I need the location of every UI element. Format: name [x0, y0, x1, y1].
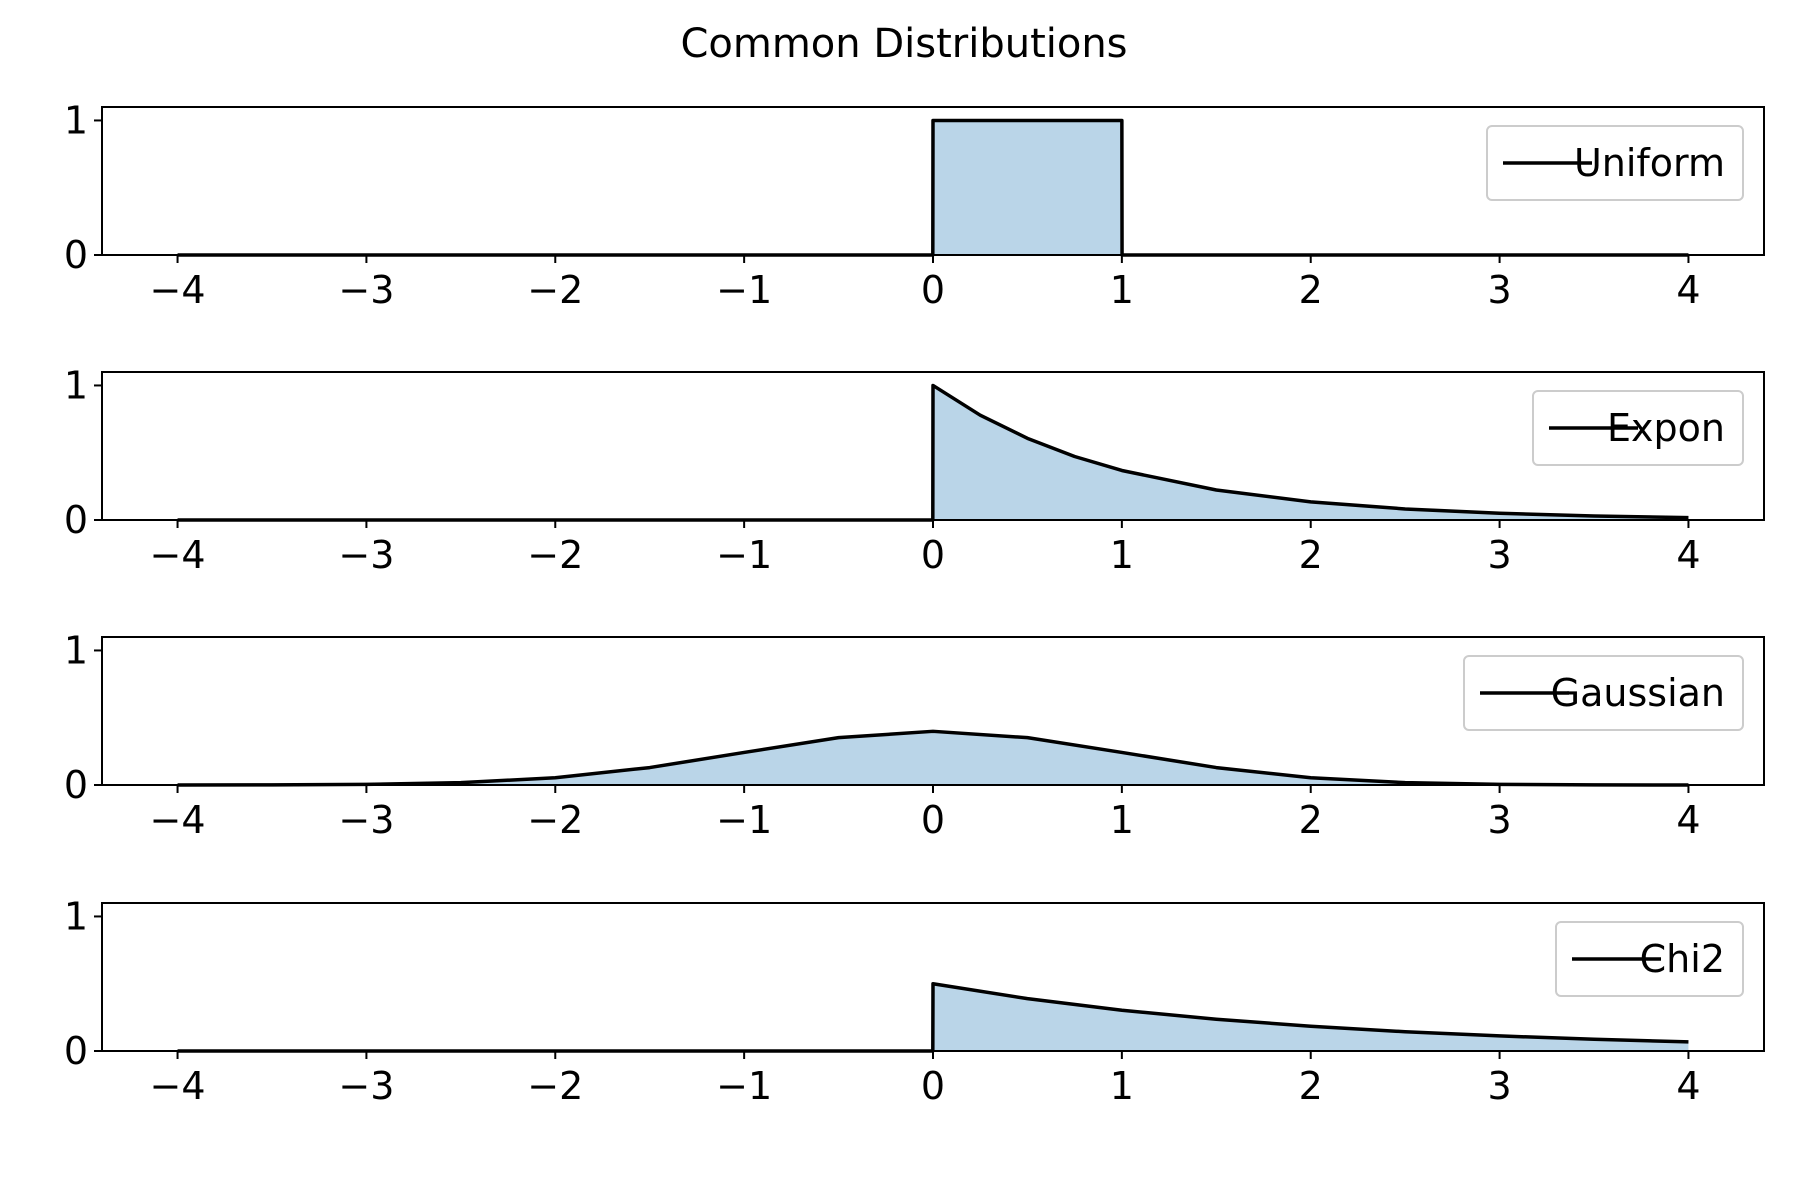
gaussian-legend-box: [1463, 655, 1744, 731]
chi2-ytick-label: 1: [64, 894, 88, 938]
gaussian-area-fill: [177, 731, 1689, 785]
chi2-xtick-label: 2: [1299, 1064, 1323, 1108]
expon-xtick-label: −2: [527, 533, 583, 577]
gaussian-legend-label: Gaussian: [1551, 671, 1725, 715]
uniform-xtick-label: 2: [1299, 268, 1323, 312]
chi2-ytick-label: 0: [64, 1029, 88, 1073]
chi2-xtick-label: −3: [338, 1064, 394, 1108]
gaussian-xtick-label: −3: [338, 798, 394, 842]
gaussian-xtick-label: −2: [527, 798, 583, 842]
gaussian-series-line: [177, 729, 1689, 787]
expon-xtick-label: 2: [1299, 533, 1323, 577]
chi2-xtick-label: 0: [921, 1064, 945, 1108]
expon-ytick-label: 1: [64, 363, 88, 407]
chi2-legend-label: Chi2: [1640, 937, 1725, 981]
subplot-uniform: −4 −3 −2 −1 0 1 2 3 4 0 1 Uniform: [64, 98, 1765, 312]
uniform-series-line: [177, 118, 1689, 257]
chi2-xtick-label: 3: [1487, 1064, 1511, 1108]
expon-xtick-label: −3: [338, 533, 394, 577]
chi2-xtick-label: −4: [150, 1064, 206, 1108]
subplot-expon: −4 −3 −2 −1 0 1 2 3 4 0 1 Expon: [64, 363, 1765, 577]
uniform-ytick-label: 1: [64, 98, 88, 142]
gaussian-xtick-label: 1: [1110, 798, 1134, 842]
gaussian-ytick-label: 0: [64, 763, 88, 807]
gaussian-xtick-label: −4: [150, 798, 206, 842]
expon-legend: Expon: [1532, 390, 1744, 466]
uniform-xtick-label: 4: [1676, 268, 1700, 312]
chi2-xtick-label: 4: [1676, 1064, 1700, 1108]
gaussian-xtick-label: −1: [716, 798, 772, 842]
uniform-legend: Uniform: [1486, 125, 1744, 201]
figure-title: Common Distributions: [680, 21, 1127, 67]
uniform-xtick-label: −3: [338, 268, 394, 312]
expon-xtick-label: 3: [1487, 533, 1511, 577]
chi2-xtick-label: 1: [1110, 1064, 1134, 1108]
expon-ytick-label: 0: [64, 498, 88, 542]
uniform-xtick-label: 0: [921, 268, 945, 312]
expon-xtick-label: 0: [921, 533, 945, 577]
expon-xtick-label: 1: [1110, 533, 1134, 577]
subplot-chi2: −4 −3 −2 −1 0 1 2 3 4 0 1 Chi2: [64, 894, 1765, 1108]
gaussian-xtick-label: 4: [1676, 798, 1700, 842]
uniform-legend-label: Uniform: [1574, 141, 1725, 185]
expon-legend-label: Expon: [1607, 406, 1725, 450]
uniform-ytick-label: 0: [64, 233, 88, 277]
subplot-gaussian: −4 −3 −2 −1 0 1 2 3 4 0 1 Gaussian: [64, 628, 1765, 842]
gaussian-xtick-label: 0: [921, 798, 945, 842]
subplot-panels: −4 −3 −2 −1 0 1 2 3 4 0 1 Uniform −4 −3 −2 −1 0 1 2 3 4 0 1 Exp…: [64, 98, 1765, 1108]
uniform-xtick-label: −2: [527, 268, 583, 312]
expon-series-line: [177, 383, 1689, 522]
chi2-xtick-label: −1: [716, 1064, 772, 1108]
expon-xtick-label: −4: [150, 533, 206, 577]
uniform-xtick-label: 3: [1487, 268, 1511, 312]
uniform-legend-box: [1486, 125, 1744, 201]
chi2-legend: Chi2: [1555, 921, 1744, 997]
expon-xtick-label: 4: [1676, 533, 1700, 577]
gaussian-ytick-label: 1: [64, 628, 88, 672]
chi2-series-line: [177, 981, 1689, 1053]
uniform-xtick-label: −1: [716, 268, 772, 312]
chi2-xtick-label: −2: [527, 1064, 583, 1108]
uniform-xtick-label: 1: [1110, 268, 1134, 312]
gaussian-xtick-label: 2: [1299, 798, 1323, 842]
expon-xtick-label: −1: [716, 533, 772, 577]
uniform-xtick-label: −4: [150, 268, 206, 312]
gaussian-legend: Gaussian: [1463, 655, 1744, 731]
gaussian-xtick-label: 3: [1487, 798, 1511, 842]
